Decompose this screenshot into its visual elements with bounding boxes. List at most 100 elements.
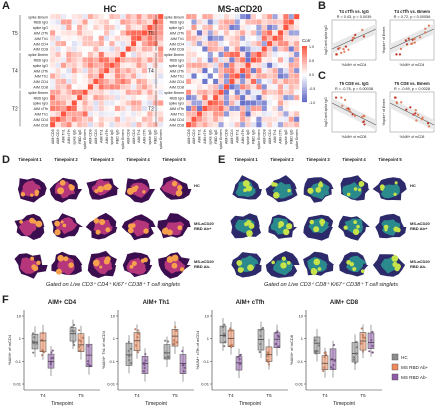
heatmap-cell	[114, 19, 121, 25]
box-iqr	[163, 344, 171, 360]
row-timepoint-label: T5	[12, 31, 18, 37]
heatmap-cell	[136, 24, 142, 31]
box-point	[167, 356, 170, 359]
heatmap-cell	[245, 67, 251, 74]
heatmap-cell	[60, 105, 67, 112]
scatter-point	[400, 101, 403, 104]
heatmap-cell	[261, 100, 268, 106]
heatmap-cell	[55, 111, 61, 117]
heatmap-cell	[157, 67, 164, 74]
heatmap-cell	[207, 62, 214, 69]
heatmap-cell	[71, 40, 78, 47]
density-hotspot	[356, 224, 360, 229]
scatter-point	[347, 107, 350, 110]
box-iqr	[39, 332, 47, 353]
heatmap-cell	[136, 57, 142, 63]
heatmap-cell	[152, 78, 159, 85]
heatmap-cell	[130, 89, 137, 96]
box-point	[127, 341, 130, 344]
timepoint-header: Timepoint 3	[306, 157, 330, 162]
density-hotspot	[63, 256, 69, 262]
legend-swatch	[302, 82, 307, 84]
heatmap-cell	[82, 67, 88, 74]
heatmap-cell	[212, 24, 219, 31]
legend-swatch	[302, 46, 307, 48]
box-point	[360, 327, 363, 330]
box-point	[174, 326, 177, 329]
box-point	[183, 366, 186, 369]
heatmap-cell	[202, 84, 208, 90]
heatmap-row-label: spike Bmem	[164, 53, 184, 57]
box-point	[137, 332, 140, 335]
heatmap-col-label: AIM Th1	[99, 129, 103, 143]
heatmap-col-label: spike Bmem	[83, 129, 87, 149]
heatmap-cell	[141, 35, 148, 42]
heatmap-cell	[136, 116, 142, 123]
heatmap-cell	[114, 111, 121, 117]
heatmap-cell	[98, 84, 105, 90]
density-hotspot	[319, 218, 326, 225]
scatter-ylabel: %spike+ of Bmem	[382, 26, 386, 53]
heatmap-cell	[229, 19, 235, 25]
heatmap-cell	[239, 84, 246, 90]
scatter-point	[362, 114, 366, 117]
scatter-ylabel: log10 anti-spike IgG	[324, 25, 328, 55]
heatmap-cell	[55, 19, 61, 25]
heatmap-row-label: AIM CD4	[169, 42, 184, 46]
heatmap-cell	[114, 78, 121, 85]
heatmap-col-label: AIM CD4	[94, 129, 98, 144]
heatmap-cell	[76, 57, 83, 63]
heatmap-cell	[207, 40, 214, 47]
heatmap-cell	[98, 94, 105, 101]
heatmap-cell	[229, 35, 235, 42]
heatmap-cell	[103, 51, 110, 58]
heatmap-cell	[266, 24, 273, 31]
heatmap-cell	[49, 57, 56, 63]
density-hotspot	[166, 256, 174, 263]
heatmap-cell	[245, 62, 251, 69]
density-hotspot	[55, 268, 62, 275]
heatmap-cell	[109, 30, 115, 36]
box-point	[229, 327, 232, 330]
heatmap-cell	[196, 121, 203, 128]
heatmap-cell	[218, 46, 224, 52]
heatmap-cell	[288, 35, 295, 42]
heatmap-cell	[283, 62, 289, 69]
heatmap-cell	[239, 100, 246, 106]
heatmap-col-label: AIM Th1	[198, 129, 202, 143]
heatmap-cell	[76, 78, 83, 85]
heatmap-col-label: AIM CD8	[89, 129, 93, 144]
heatmap-cell	[218, 94, 224, 101]
heatmap-cell	[120, 94, 126, 101]
heatmap-cell	[266, 94, 273, 101]
box-point	[73, 324, 76, 327]
heatmap-cell	[256, 105, 262, 112]
heatmap-cell	[157, 89, 164, 96]
heatmap-cell	[185, 14, 192, 20]
heatmap-cell	[202, 35, 208, 42]
heatmap-cell	[66, 24, 72, 31]
heatmap-cell	[49, 84, 56, 90]
heatmap-col-label: RBD IgG	[78, 129, 82, 144]
heatmap-cell	[207, 35, 214, 42]
box-point	[371, 330, 374, 333]
scatter-point	[427, 24, 431, 27]
heatmap-cell	[277, 73, 284, 79]
scatter-point	[421, 118, 424, 121]
box-point	[277, 335, 280, 338]
heatmap-cell	[60, 116, 67, 123]
heatmap-cell	[250, 14, 257, 20]
density-hotspot	[99, 219, 106, 226]
heatmap-col-label: AIM Th1	[273, 129, 277, 143]
box-point	[228, 344, 231, 347]
heatmap-cell	[283, 78, 289, 85]
heatmap-cell	[120, 105, 126, 112]
box-point	[49, 363, 52, 366]
heatmap-col-label: spike IgG	[284, 129, 288, 144]
heatmap-cell	[120, 46, 126, 52]
heatmap-cell	[82, 111, 88, 117]
heatmap-cell	[55, 100, 61, 106]
heatmap-cell	[212, 89, 219, 96]
heatmap-cell	[152, 100, 159, 106]
heatmap-cell	[82, 14, 88, 20]
